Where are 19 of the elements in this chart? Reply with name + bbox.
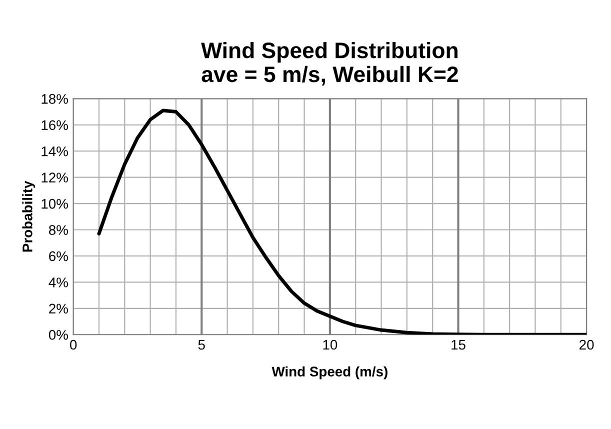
x-tick-label: 0	[70, 340, 77, 350]
y-tick-label: 10%	[42, 198, 68, 209]
x-axis-title: Wind Speed (m/s)	[272, 366, 388, 380]
x-tick-label: 5	[198, 340, 205, 350]
y-tick-label: 12%	[42, 172, 68, 182]
y-tick-label: 0%	[48, 330, 68, 340]
y-tick-label: 16%	[42, 120, 68, 130]
y-tick-label: 2%	[49, 304, 68, 314]
x-tick-label: 20	[580, 340, 594, 350]
y-tick-label: 8%	[48, 225, 68, 235]
y-axis-title: Probability	[22, 180, 36, 252]
y-tick-label: 6%	[49, 251, 68, 262]
y-tick-label: 14%	[42, 146, 68, 156]
chart-title: Wind Speed Distribution ave = 5 m/s, Weibull K=2	[201, 42, 458, 86]
x-tick-label: 10	[323, 340, 338, 350]
x-tick-label: 15	[452, 340, 466, 350]
y-tick-label: 4%	[48, 278, 68, 288]
line-series	[97, 108, 587, 335]
y-tick-label: 18%	[42, 94, 68, 104]
